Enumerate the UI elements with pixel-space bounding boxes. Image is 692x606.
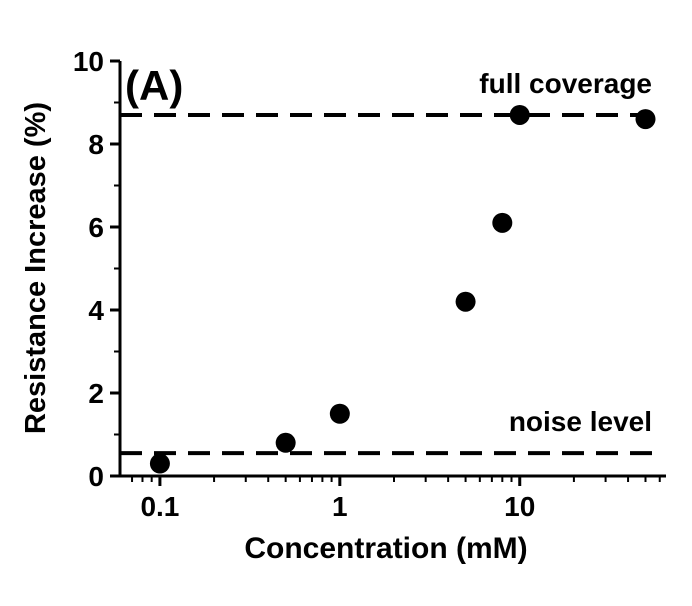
data-point xyxy=(275,432,296,453)
data-point xyxy=(149,453,170,474)
y-tick-label: 10 xyxy=(73,46,104,77)
reference-lines: full coverage noise level xyxy=(120,68,656,456)
data-points xyxy=(149,104,656,474)
data-point xyxy=(635,109,656,130)
data-point xyxy=(492,212,513,233)
y-axis-label: Resistance Increase (%) xyxy=(20,102,52,434)
y-tick-label: 6 xyxy=(88,212,104,243)
x-tick-label: 0.1 xyxy=(140,491,179,522)
y-tick-label: 2 xyxy=(88,378,104,409)
data-point xyxy=(329,403,350,424)
reference-line-label: full coverage xyxy=(479,68,652,99)
plot-axes: 0 2 4 6 8 10 0.1 1 10 xyxy=(73,46,666,522)
x-tick-label: 1 xyxy=(332,491,348,522)
panel-label: (A) xyxy=(125,62,183,109)
reference-line-label: noise level xyxy=(509,406,652,437)
y-tick-label: 8 xyxy=(88,129,104,160)
y-tick-label: 4 xyxy=(88,295,104,326)
data-point xyxy=(509,104,530,125)
y-tick-label: 0 xyxy=(88,461,104,492)
x-axis-label: Concentration (mM) xyxy=(244,532,527,565)
data-point xyxy=(455,291,476,312)
x-tick-label: 10 xyxy=(504,491,535,522)
